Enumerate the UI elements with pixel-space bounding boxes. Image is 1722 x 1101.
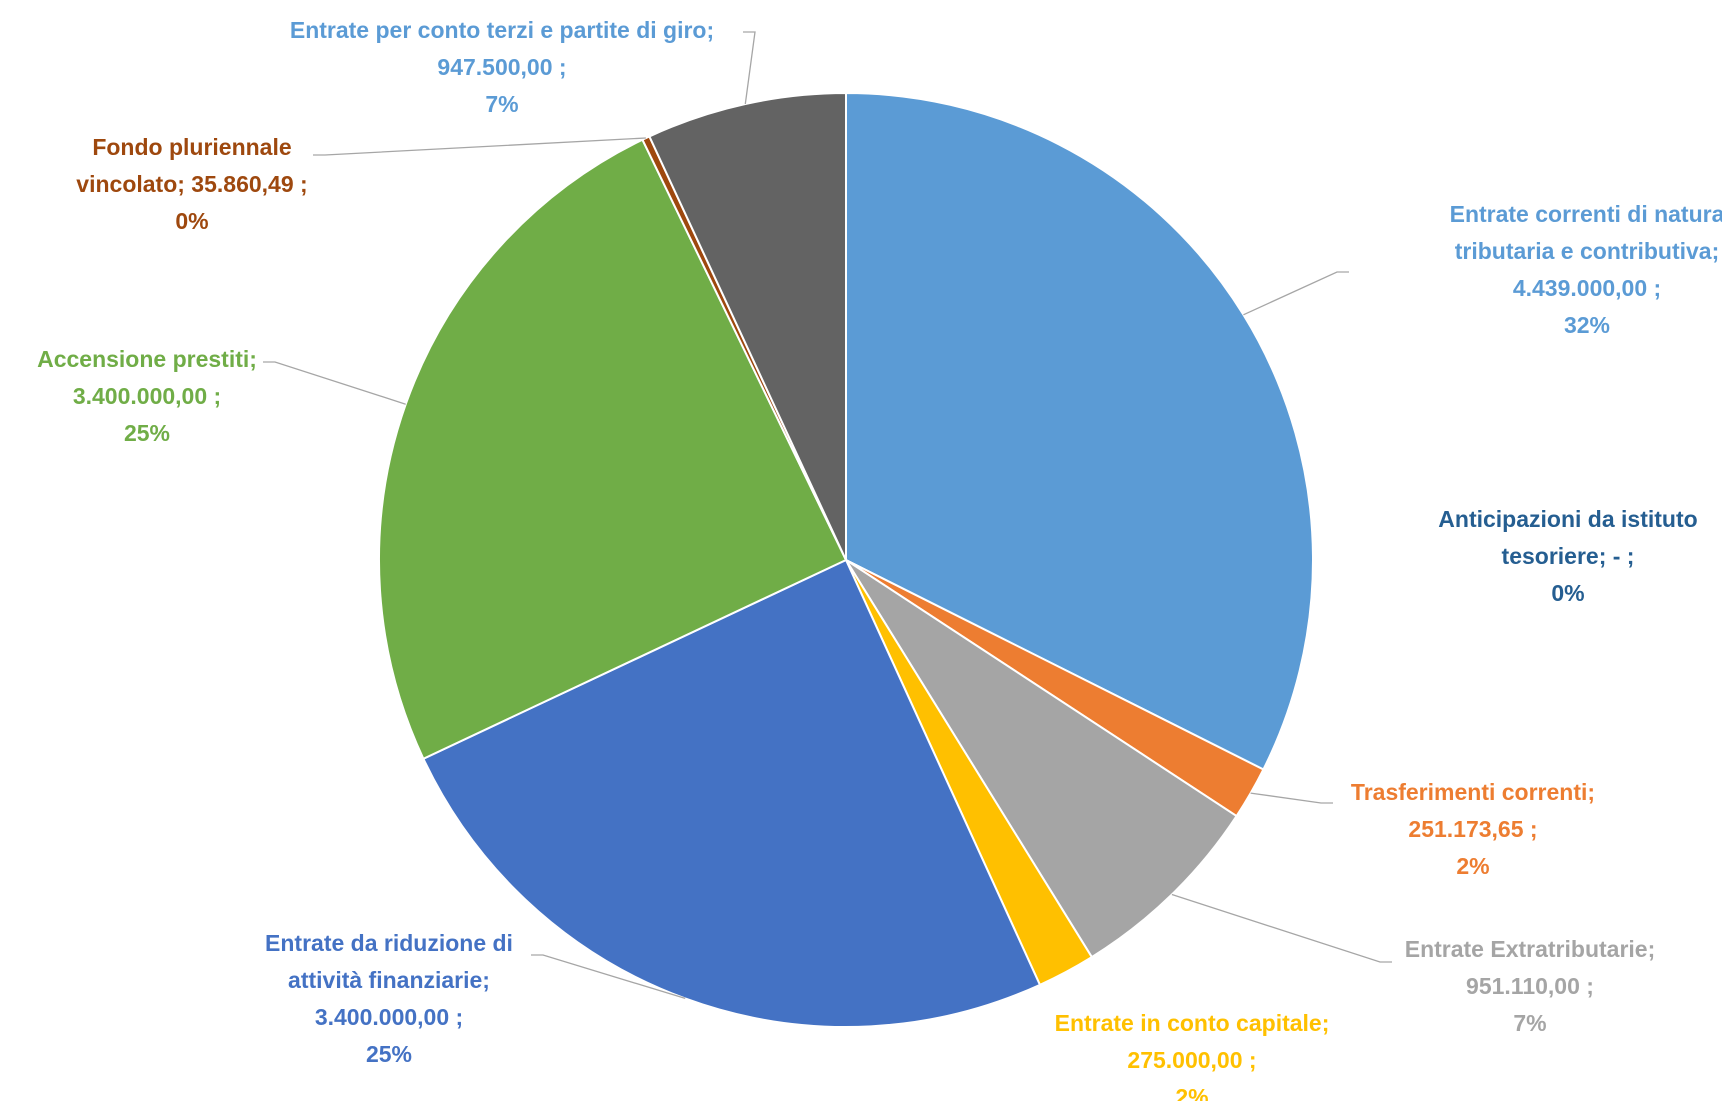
data-label-entrate-in-conto-capitale: Entrate in conto capitale; 275.000,00 ; 2% xyxy=(1055,1010,1330,1101)
pie-slice-accensione-prestiti xyxy=(378,138,848,761)
data-label-line: tributaria e contributiva; xyxy=(1455,238,1720,264)
leader-lines xyxy=(263,31,1392,1000)
data-label-entrate-extratributarie: Entrate Extratributarie; 951.110,00 ; 7% xyxy=(1405,936,1656,1036)
data-label-line: Entrate da riduzione di xyxy=(265,930,513,956)
pie-slice-entrate-extratributarie xyxy=(845,559,1238,959)
data-label-line: 3.400.000,00 ; xyxy=(73,383,221,409)
data-label-line: Trasferimenti correnti; xyxy=(1351,779,1595,805)
data-label-line: attività finanziarie; xyxy=(288,967,490,993)
data-label-line: Entrate correnti di natura xyxy=(1450,201,1722,227)
data-label-line: Fondo pluriennale xyxy=(92,134,291,160)
data-label-line: 0% xyxy=(1551,580,1584,606)
data-label-line: 7% xyxy=(485,91,518,117)
data-label-entrate-per-conto-terzi-e-partite-di-giro: Entrate per conto terzi e partite di gir… xyxy=(290,17,714,117)
data-label-line: 32% xyxy=(1564,312,1610,338)
data-label-line: 4.439.000,00 ; xyxy=(1513,275,1661,301)
data-label-line: 7% xyxy=(1513,1010,1546,1036)
leader-line-entrate-per-conto-terzi-e-partite-di-giro xyxy=(743,31,756,105)
data-label-line: Entrate Extratributarie; xyxy=(1405,936,1656,962)
data-label-line: 2% xyxy=(1175,1084,1208,1101)
data-label-line: vincolato; 35.860,49 ; xyxy=(76,171,307,197)
data-label-line: 951.110,00 ; xyxy=(1466,973,1594,999)
data-label-line: Anticipazioni da istituto xyxy=(1438,506,1697,532)
data-label-line: 947.500,00 ; xyxy=(437,54,566,80)
leader-line-trasferimenti-correnti xyxy=(1250,792,1333,804)
data-label-anticipazioni-da-istituto-tesoriere: Anticipazioni da istituto tesoriere; - ; 0… xyxy=(1438,506,1697,606)
leader-line-accensione-prestiti xyxy=(263,361,406,405)
leader-line-fondo-pluriennale-vincolato xyxy=(313,137,646,156)
pie-slice-entrate-correnti-di-natura-tributaria-e-contributiva xyxy=(845,91,1314,771)
data-label-line: tesoriere; - ; xyxy=(1502,543,1635,569)
data-label-entrate-correnti-di-natura-tributaria-e-contributiva: Entrate correnti di natura tributaria e c… xyxy=(1450,201,1722,338)
leader-line-entrate-da-riduzione-di-attivita-finanziarie xyxy=(531,954,686,1000)
data-label-line: 275.000,00 ; xyxy=(1127,1047,1256,1073)
data-label-line: 2% xyxy=(1456,853,1489,879)
data-label-line: 25% xyxy=(366,1041,412,1067)
data-label-line: Entrate per conto terzi e partite di gir… xyxy=(290,17,714,43)
data-labels: Entrate correnti di natura tributaria e c… xyxy=(37,17,1722,1101)
data-label-line: 251.173,65 ; xyxy=(1408,816,1537,842)
data-label-accensione-prestiti: Accensione prestiti; 3.400.000,00 ; 25% xyxy=(37,346,257,446)
leader-line-entrate-correnti-di-natura-tributaria-e-contributiva xyxy=(1243,271,1349,316)
data-label-line: 3.400.000,00 ; xyxy=(315,1004,463,1030)
data-label-line: 0% xyxy=(175,208,208,234)
data-label-line: Entrate in conto capitale; xyxy=(1055,1010,1330,1036)
data-label-line: 25% xyxy=(124,420,170,446)
data-label-fondo-pluriennale-vincolato: Fondo pluriennale vincolato; 35.860,49 ; 0… xyxy=(76,134,307,234)
pie-slices xyxy=(378,91,1314,1028)
pie-slice-entrate-da-riduzione-di-attivita-finanziarie xyxy=(422,558,1042,1028)
data-label-trasferimenti-correnti: Trasferimenti correnti; 251.173,65 ; 2% xyxy=(1351,779,1595,879)
data-label-line: Accensione prestiti; xyxy=(37,346,257,372)
leader-line-entrate-extratributarie xyxy=(1171,893,1392,963)
data-label-entrate-da-riduzione-di-attivita-finanziarie: Entrate da riduzione di attività finanzia… xyxy=(265,930,513,1067)
